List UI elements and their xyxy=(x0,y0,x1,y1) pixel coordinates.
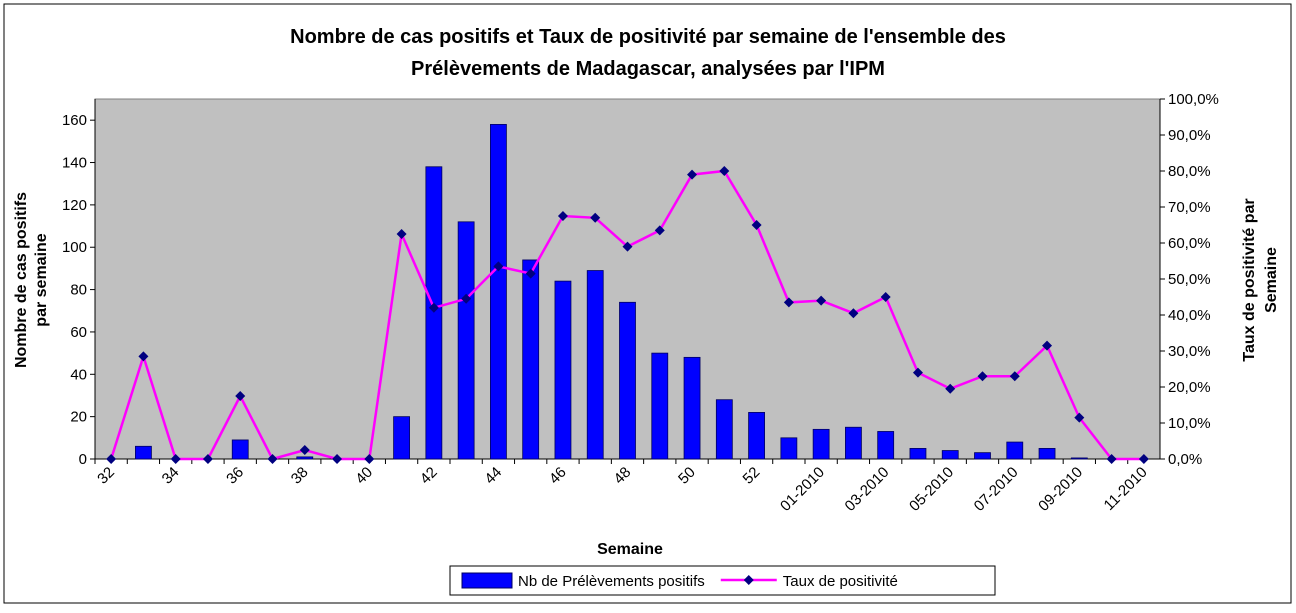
marker xyxy=(170,454,181,464)
y-tick-label: 140 xyxy=(62,155,87,172)
y2-axis-title-line: Taux de positivité par xyxy=(1241,198,1258,361)
y-tick-label: 120 xyxy=(62,197,87,214)
marker xyxy=(1138,454,1149,464)
marker xyxy=(557,211,568,221)
chart-title: Nombre de cas positifs et Taux de positi… xyxy=(290,26,1006,48)
marker xyxy=(945,383,956,394)
x-axis-title: Semaine xyxy=(597,541,663,558)
y-tick-label: 100 xyxy=(62,239,87,256)
marker xyxy=(912,367,923,378)
y-tick-label: 80 xyxy=(70,282,87,299)
y-axis-title: Nombre de cas positifs par semaine xyxy=(13,192,50,368)
bar xyxy=(748,412,765,460)
y-tick-label: 0 xyxy=(79,451,87,468)
marker xyxy=(590,212,601,223)
y2-axis-title-line: Semaine xyxy=(1263,247,1280,313)
marker xyxy=(880,292,891,302)
marker xyxy=(977,371,988,382)
y2-tick-label: 50,0% xyxy=(1168,271,1211,288)
marker xyxy=(848,308,859,319)
y2-axis-title: Taux de positivité par Semaine xyxy=(1241,198,1280,361)
marker xyxy=(654,225,665,236)
bar xyxy=(812,428,830,460)
marker xyxy=(493,261,504,272)
marker xyxy=(461,293,472,304)
bar xyxy=(296,456,314,460)
y2-tick-label: 100,0% xyxy=(1168,91,1219,108)
y2-tick-label: 60,0% xyxy=(1168,235,1211,252)
bar xyxy=(490,124,507,460)
bar xyxy=(651,352,669,460)
marker xyxy=(396,229,407,239)
bar xyxy=(522,259,540,460)
marker xyxy=(428,302,439,313)
bar xyxy=(780,437,798,460)
marker xyxy=(364,454,375,464)
y-axis-title-line: par semaine xyxy=(33,233,50,326)
marker xyxy=(1042,340,1053,351)
bar xyxy=(1038,448,1056,460)
bar xyxy=(715,399,733,460)
y-tick-label: 60 xyxy=(70,324,87,341)
bar xyxy=(1006,441,1024,460)
bar xyxy=(941,450,959,460)
marker xyxy=(1106,454,1117,464)
marker xyxy=(332,454,343,464)
legend-marker xyxy=(743,575,754,585)
chart-title: Prélèvements de Madagascar, analysées pa… xyxy=(411,58,885,80)
bar xyxy=(586,270,604,460)
marker xyxy=(267,454,278,464)
marker xyxy=(202,454,213,464)
y2-tick-label: 70,0% xyxy=(1168,199,1211,216)
y2-tick-label: 30,0% xyxy=(1168,343,1211,360)
bar xyxy=(231,439,249,460)
marker xyxy=(719,166,730,176)
y2-tick-label: 90,0% xyxy=(1168,127,1211,144)
marker xyxy=(622,241,633,252)
y2-tick-label: 0,0% xyxy=(1168,451,1202,468)
bar xyxy=(457,221,475,460)
legend: Nb de Prélèvements positifs Taux de posit… xyxy=(449,565,996,596)
y2-tick-label: 80,0% xyxy=(1168,163,1211,180)
y-axis-title-line: Nombre de cas positifs xyxy=(13,192,30,368)
bar xyxy=(845,426,862,460)
bar xyxy=(974,452,991,460)
marker xyxy=(138,351,149,362)
bar xyxy=(619,301,636,460)
marker xyxy=(816,295,827,306)
marker xyxy=(751,220,762,230)
marker xyxy=(1009,371,1020,382)
bar xyxy=(683,356,701,460)
marker xyxy=(783,297,794,308)
y2-tick-label: 20,0% xyxy=(1168,379,1211,396)
bar xyxy=(425,166,443,460)
legend-label: Nb de Prélèvements positifs xyxy=(518,573,705,590)
y2-tick-label: 10,0% xyxy=(1168,415,1211,432)
y2-tick-label: 40,0% xyxy=(1168,307,1211,324)
marker xyxy=(687,169,698,180)
bar xyxy=(1070,457,1088,460)
bar xyxy=(393,416,410,460)
bar xyxy=(135,445,152,460)
bar xyxy=(554,280,572,460)
y-tick-label: 160 xyxy=(62,112,87,129)
bar xyxy=(909,448,927,460)
marker xyxy=(235,391,246,401)
marker xyxy=(1074,412,1085,423)
y-tick-label: 20 xyxy=(70,409,87,426)
marker xyxy=(525,268,536,279)
legend-label: Taux de positivité xyxy=(783,573,898,590)
legend-swatch xyxy=(461,572,513,589)
bar xyxy=(877,431,895,460)
marker xyxy=(299,445,310,455)
y-tick-label: 40 xyxy=(70,366,87,383)
marker xyxy=(106,454,117,464)
